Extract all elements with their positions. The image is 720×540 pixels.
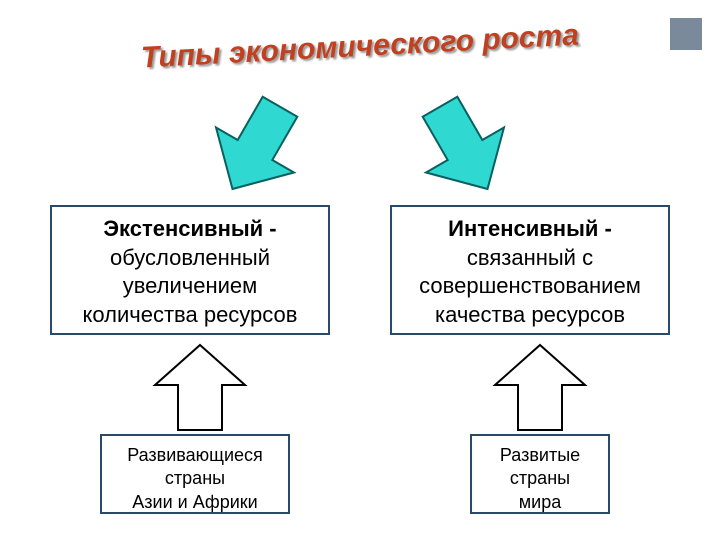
developed-line1: Развитые — [500, 445, 580, 465]
developing-line2: страны — [165, 468, 225, 488]
extensive-line2: увеличением — [123, 273, 258, 298]
corner-decoration — [670, 18, 702, 50]
intensive-heading: Интенсивный - — [448, 216, 612, 241]
down-arrow-left — [195, 95, 315, 205]
intensive-box: Интенсивный - связанный с совершенствова… — [390, 205, 670, 335]
slide-title: Типы экономического роста — [140, 19, 579, 76]
developed-line3: мира — [519, 492, 561, 512]
intensive-line1: связанный с — [467, 245, 593, 270]
extensive-line3: количества ресурсов — [83, 302, 298, 327]
intensive-line3: качества ресурсов — [435, 302, 625, 327]
developing-line1: Развивающиеся — [127, 445, 263, 465]
extensive-heading: Экстенсивный - — [103, 216, 276, 241]
extensive-box: Экстенсивный - обусловленный увеличением… — [50, 205, 330, 335]
up-arrow-left — [150, 340, 250, 435]
intensive-line2: совершенствованием — [419, 273, 641, 298]
developed-line2: страны — [510, 468, 570, 488]
down-arrow-right — [405, 95, 525, 205]
extensive-line1: обусловленный — [110, 245, 270, 270]
developing-line3: Азии и Африки — [132, 492, 257, 512]
developing-box: Развивающиеся страны Азии и Африки — [100, 434, 290, 514]
up-arrow-right — [490, 340, 590, 435]
developed-box: Развитые страны мира — [470, 434, 610, 514]
